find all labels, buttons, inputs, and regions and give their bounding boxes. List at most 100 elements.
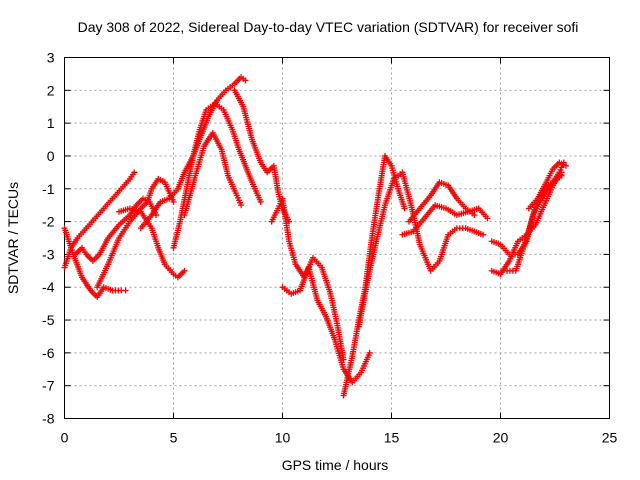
data-point <box>170 198 177 205</box>
data-point <box>427 259 441 274</box>
data-point <box>235 146 248 167</box>
data-point <box>238 202 245 209</box>
data-point <box>225 172 239 197</box>
data-point <box>248 179 263 203</box>
data-point <box>530 201 542 219</box>
data-point <box>116 213 132 228</box>
data-point <box>100 197 114 212</box>
data-point <box>436 233 451 264</box>
data-point <box>355 279 371 330</box>
data-point <box>94 286 106 301</box>
data-point <box>475 205 489 220</box>
data-point <box>118 177 132 192</box>
chart-title: Day 308 of 2022, Sidereal Day-to-day VTE… <box>78 19 579 35</box>
series-track-s <box>525 159 569 212</box>
axis-ticks: 0 5 10 15 20 25 -8 -7 -6 -5 -4 -3 -2 -1 0 1 2 3 <box>42 50 617 446</box>
data-point <box>87 287 99 299</box>
data-point <box>366 349 373 356</box>
data-point <box>209 129 224 151</box>
x-tick-label: 25 <box>602 430 618 446</box>
data-point <box>532 204 547 228</box>
y-tick-label: -1 <box>42 181 55 197</box>
data-point <box>220 107 235 131</box>
data-point <box>497 259 511 278</box>
data-point <box>78 274 93 292</box>
data-point <box>543 168 555 186</box>
data-point <box>94 263 111 291</box>
data-point <box>240 103 255 141</box>
data-point <box>521 214 536 248</box>
data-point <box>231 87 246 108</box>
y-tick-label: -6 <box>42 345 55 361</box>
data-point <box>512 243 527 274</box>
data-point <box>286 238 298 265</box>
data-point <box>133 197 145 209</box>
y-tick-label: -8 <box>42 411 55 427</box>
data-point <box>410 217 426 235</box>
plot-frame <box>64 57 610 419</box>
data-point <box>268 207 281 225</box>
data-point <box>131 169 138 176</box>
data-point <box>373 204 388 245</box>
data-point <box>196 115 211 143</box>
data-point <box>100 284 114 293</box>
series-track-g <box>170 100 264 251</box>
data-point <box>427 181 442 199</box>
data-point <box>105 223 121 241</box>
data-point <box>279 195 292 243</box>
data-point <box>242 77 249 84</box>
data-point <box>445 226 458 238</box>
series-track-l <box>340 152 408 399</box>
data-point <box>488 238 502 247</box>
series-track-o <box>405 179 478 225</box>
data-point <box>190 128 203 159</box>
data-point <box>543 181 555 196</box>
data-point <box>445 182 459 200</box>
data-point <box>453 195 467 210</box>
data-points <box>61 74 569 399</box>
data-point <box>340 355 355 399</box>
data-point <box>471 212 478 219</box>
data-point <box>92 207 105 222</box>
data-point <box>488 267 502 277</box>
data-point <box>229 126 242 151</box>
data-point <box>148 225 161 249</box>
data-point <box>443 205 458 217</box>
data-point <box>157 196 170 205</box>
data-point <box>401 205 408 212</box>
data-point <box>264 164 276 176</box>
data-point <box>541 184 555 209</box>
data-point <box>181 174 198 219</box>
x-tick-label: 5 <box>170 430 178 446</box>
data-point <box>405 207 422 225</box>
data-point <box>122 287 129 294</box>
data-point <box>144 187 154 205</box>
data-point <box>126 205 142 215</box>
series-track-d <box>94 175 177 291</box>
y-tick-label: 2 <box>47 82 55 98</box>
data-point <box>116 206 131 215</box>
data-point <box>83 217 97 232</box>
data-point <box>340 356 347 363</box>
data-point <box>192 145 207 179</box>
data-point <box>218 146 231 177</box>
y-tick-label: 0 <box>47 148 55 164</box>
data-point <box>181 267 188 274</box>
data-point <box>381 152 394 167</box>
data-point <box>196 109 209 133</box>
data-point <box>161 261 175 276</box>
data-point <box>116 220 132 241</box>
data-point <box>248 136 263 164</box>
data-point <box>368 194 382 241</box>
data-point <box>170 220 183 251</box>
y-tick-label: -2 <box>42 214 55 230</box>
data-point <box>480 231 487 238</box>
series-track-b <box>61 225 129 301</box>
series-track-k <box>279 264 373 386</box>
data-point <box>242 162 255 184</box>
data-point <box>357 352 372 376</box>
data-point <box>432 202 447 211</box>
data-point <box>562 162 569 169</box>
data-point <box>288 288 301 297</box>
data-point <box>166 187 180 202</box>
